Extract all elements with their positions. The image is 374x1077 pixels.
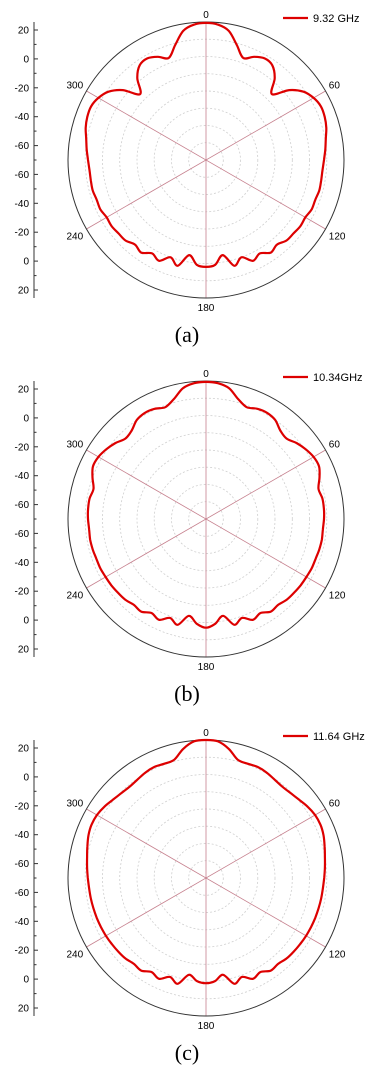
angle-label: 180 <box>198 303 215 314</box>
angle-label: 240 <box>67 591 84 602</box>
angle-label: 120 <box>329 232 346 243</box>
radial-tick-label: -40 <box>15 199 30 210</box>
polar-panel-a: 0 60 120 180 240 300 20 0 -20 -40 -60 -60 -40 -20 0 20 9… <box>0 0 374 359</box>
radial-tick-label: -60 <box>15 500 30 511</box>
angle-label: 60 <box>329 799 341 810</box>
legend-label: 11.64 GHz <box>313 731 365 743</box>
angle-grid-line <box>86 90 326 230</box>
radial-tick-label: 20 <box>18 1004 30 1015</box>
radial-tick-label: -40 <box>15 830 30 841</box>
angle-label: 180 <box>198 1021 215 1032</box>
polar-chart-a: 0 60 120 180 240 300 20 0 -20 -40 -60 -60 -40 -20 0 20 9… <box>15 10 360 314</box>
grid-ring <box>119 432 293 606</box>
radial-tick-label: -20 <box>15 442 30 453</box>
angle-grid-line <box>86 449 326 589</box>
radial-tick-label: -60 <box>15 888 30 899</box>
series-line-0 <box>85 738 327 985</box>
angle-label: 180 <box>198 662 215 673</box>
angle-grid-line <box>86 808 326 948</box>
radial-tick-label: -20 <box>15 946 30 957</box>
angle-label: 300 <box>67 799 84 810</box>
angle-label: 0 <box>203 369 209 380</box>
radial-tick-label: -40 <box>15 112 30 123</box>
polar-panel-b: 0 60 120 180 240 300 20 0 -20 -40 -60 -60 -40 -20 0 20 1… <box>0 359 374 718</box>
legend-label: 9.32 GHz <box>313 13 359 25</box>
series-line-0 <box>86 380 326 629</box>
grid-ring <box>119 73 293 247</box>
series-line-0 <box>84 21 328 268</box>
radial-tick-label: 20 <box>18 286 30 297</box>
angle-label: 240 <box>67 232 84 243</box>
radial-tick-label: -40 <box>15 917 30 928</box>
grid-ring <box>171 125 241 195</box>
angle-label: 120 <box>329 591 346 602</box>
radial-tick-label: -20 <box>15 801 30 812</box>
grid-ring <box>102 56 310 264</box>
radial-tick-label: -40 <box>15 558 30 569</box>
radial-tick-label: -40 <box>15 471 30 482</box>
radial-tick-label: 20 <box>18 645 30 656</box>
angle-label: 120 <box>329 950 346 961</box>
polar-chart-b: 0 60 120 180 240 300 20 0 -20 -40 -60 -60 -40 -20 0 20 1… <box>15 369 363 673</box>
radial-tick-label: 20 <box>18 26 30 37</box>
radial-tick-label: -20 <box>15 83 30 94</box>
angle-label: 240 <box>67 950 84 961</box>
grid-ring <box>102 774 310 982</box>
angle-label: 0 <box>203 728 209 739</box>
polar-chart-c: 0 60 120 180 240 300 20 0 -20 -40 -60 -60 -40 -20 0 20 1… <box>15 728 365 1032</box>
radial-tick-label: -60 <box>15 529 30 540</box>
caption-b: (b) <box>174 681 200 706</box>
angle-label: 300 <box>67 81 84 92</box>
caption-c: (c) <box>174 1040 200 1065</box>
angle-label: 0 <box>203 10 209 21</box>
legend-label: 10.34GHz <box>313 372 363 384</box>
radial-tick-label: -60 <box>15 141 30 152</box>
radial-tick-label: 0 <box>23 772 29 783</box>
polar-panel-c: 0 60 120 180 240 300 20 0 -20 -40 -60 -60 -40 -20 0 20 1… <box>0 718 374 1077</box>
radial-tick-label: -20 <box>15 587 30 598</box>
radial-tick-label: 0 <box>23 975 29 986</box>
grid-ring <box>171 484 241 554</box>
radial-tick-label: -20 <box>15 228 30 239</box>
caption-a: (a) <box>174 322 200 347</box>
angle-label: 60 <box>329 440 341 451</box>
radial-tick-label: 20 <box>18 744 30 755</box>
radial-tick-label: 0 <box>23 616 29 627</box>
radial-tick-label: -60 <box>15 859 30 870</box>
radial-tick-label: 0 <box>23 54 29 65</box>
radial-tick-label: 0 <box>23 413 29 424</box>
grid-ring <box>102 415 310 623</box>
radial-tick-label: 0 <box>23 257 29 268</box>
radial-tick-label: 20 <box>18 385 30 396</box>
angle-label: 300 <box>67 440 84 451</box>
grid-ring <box>119 791 293 965</box>
angle-label: 60 <box>329 81 341 92</box>
grid-ring <box>171 843 241 913</box>
radial-tick-label: -60 <box>15 170 30 181</box>
